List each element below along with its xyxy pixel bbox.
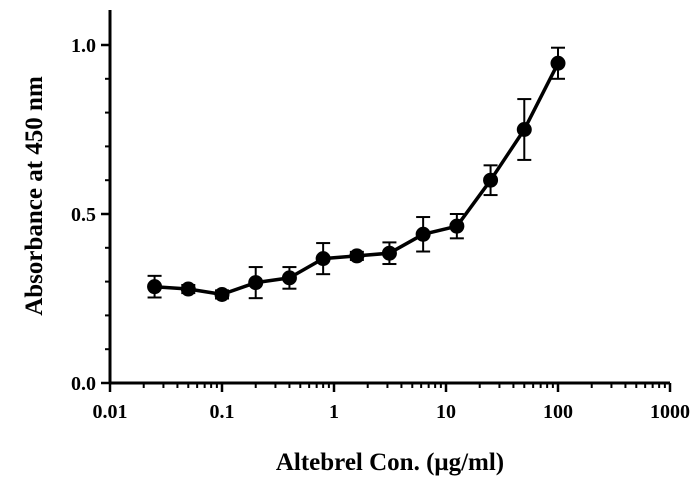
x-tick-label: 1000 <box>650 401 690 423</box>
y-tick-label: 0.5 <box>71 204 96 226</box>
x-tick-label: 0.01 <box>93 401 128 423</box>
data-point <box>248 275 264 291</box>
data-point <box>449 218 465 234</box>
x-tick-label: 1 <box>329 401 339 423</box>
y-axis-tick-labels: 0.0 0.5 1.0 <box>71 35 96 395</box>
x-tick-label: 0.1 <box>210 401 235 423</box>
data-point <box>381 245 397 261</box>
y-tick-label: 0.0 <box>71 373 96 395</box>
data-point <box>349 248 365 264</box>
data-point <box>415 226 431 242</box>
x-tick-label: 100 <box>543 401 573 423</box>
data-point <box>550 55 566 71</box>
y-axis-ticks <box>101 43 110 385</box>
data-points <box>147 55 566 302</box>
data-point <box>516 122 532 137</box>
x-axis-ticks <box>108 383 672 392</box>
data-point <box>147 279 163 295</box>
y-axis-title: Absorbance at 450 nm <box>21 76 48 316</box>
y-tick-label: 1.0 <box>71 35 96 57</box>
data-point <box>180 281 196 297</box>
x-axis-title: Altebrel Con. (μg/ml) <box>276 449 504 476</box>
data-point <box>315 251 331 267</box>
data-point <box>281 270 297 286</box>
data-point <box>483 172 499 188</box>
data-point <box>214 286 230 302</box>
x-tick-label: 10 <box>436 401 456 423</box>
x-axis-tick-labels: 0.01 0.1 1 10 100 1000 <box>93 401 691 423</box>
